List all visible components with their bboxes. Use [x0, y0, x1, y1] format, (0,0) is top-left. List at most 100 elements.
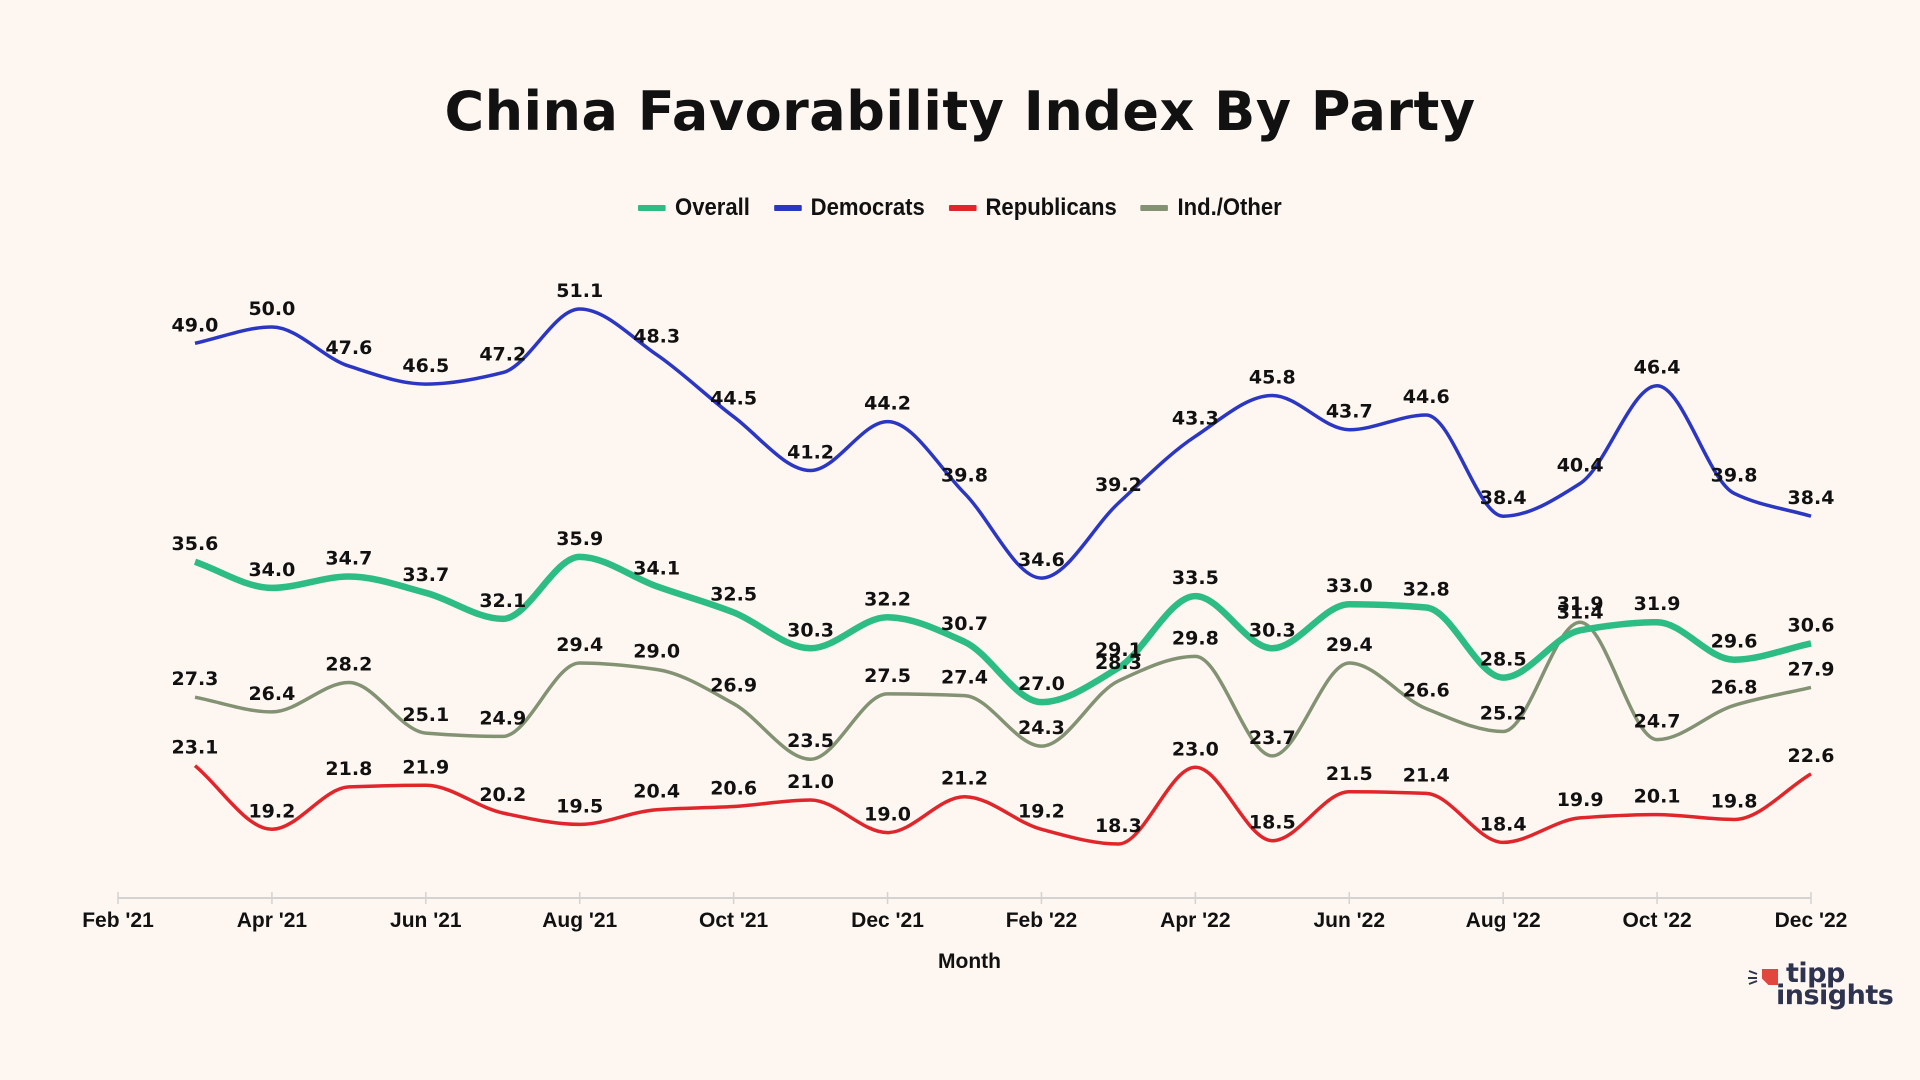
data-label: 30.6 — [1788, 614, 1835, 636]
data-label: 19.2 — [248, 800, 295, 822]
data-label: 29.0 — [633, 640, 680, 662]
data-label: 44.5 — [710, 388, 757, 410]
x-tick-label: Feb '21 — [82, 909, 154, 932]
data-label: 39.8 — [1711, 464, 1758, 486]
series-line-ind-other[interactable] — [194, 620, 1812, 761]
data-label: 20.2 — [479, 784, 526, 806]
legend-swatch-overall — [638, 205, 666, 211]
data-label: 30.7 — [941, 613, 988, 635]
data-label: 29.4 — [1326, 634, 1373, 656]
data-label: 35.9 — [556, 528, 603, 550]
data-label: 19.9 — [1557, 789, 1604, 811]
data-label: 18.5 — [1249, 812, 1296, 834]
series-lines — [193, 307, 1812, 846]
chart-title: China Favorability Index By Party — [444, 80, 1476, 143]
data-label: 31.9 — [1634, 593, 1681, 615]
data-label: 18.3 — [1095, 815, 1142, 837]
data-label: 49.0 — [172, 314, 219, 336]
data-label: 39.8 — [941, 464, 988, 486]
data-label: 24.3 — [1018, 717, 1065, 739]
x-tick-label: Jun '22 — [1314, 909, 1386, 932]
legend-swatch-ind-other — [1140, 205, 1169, 211]
data-label: 39.2 — [1095, 474, 1142, 496]
legend-item-overall[interactable]: Overall — [638, 194, 750, 222]
data-label: 23.0 — [1172, 738, 1219, 760]
data-label: 50.0 — [248, 298, 295, 320]
data-label: 34.7 — [325, 548, 372, 570]
data-label: 34.1 — [633, 557, 680, 579]
series-line-republicans[interactable] — [193, 764, 1812, 846]
data-label: 26.6 — [1403, 680, 1450, 702]
legend-item-ind-other[interactable]: Ind./Other — [1140, 194, 1282, 222]
data-labels: 35.6 34.0 34.7 33.7 32.1 35.9 34.1 32.5 30.3 32.2… — [172, 280, 1835, 837]
data-label: 38.4 — [1480, 487, 1527, 509]
data-label: 22.6 — [1788, 745, 1835, 767]
data-label: 33.0 — [1326, 575, 1373, 597]
data-label: 34.0 — [248, 559, 295, 581]
data-label: 23.1 — [172, 737, 219, 759]
data-label: 51.1 — [556, 280, 603, 302]
data-label: 40.4 — [1557, 455, 1604, 477]
data-label: 31.9 — [1557, 593, 1604, 615]
data-label: 46.5 — [402, 355, 449, 377]
legend-item-republicans[interactable]: Republicans — [948, 194, 1117, 222]
data-label: 21.5 — [1326, 763, 1373, 785]
data-label: 47.6 — [325, 337, 372, 359]
data-label: 24.7 — [1634, 711, 1681, 733]
data-label: 26.9 — [710, 675, 757, 697]
x-tick-label: Aug '21 — [542, 909, 617, 932]
data-label: 29.4 — [556, 634, 603, 656]
series-line-democrats[interactable] — [194, 307, 1812, 580]
data-label: 26.8 — [1711, 676, 1758, 698]
data-label: 43.3 — [1172, 407, 1219, 429]
data-label: 24.9 — [479, 707, 526, 729]
data-label: 34.6 — [1018, 549, 1065, 571]
data-label: 46.4 — [1634, 357, 1681, 379]
data-label: 43.7 — [1326, 401, 1373, 423]
x-axis: Feb '21 Apr '21 Jun '21 Aug '21 Oct '21 Dec '… — [82, 892, 1847, 932]
x-tick-label: Dec '22 — [1775, 909, 1848, 932]
x-tick-label: Oct '22 — [1622, 909, 1691, 932]
x-tick-label: Jun '21 — [390, 909, 462, 932]
data-label: 29.8 — [1172, 627, 1219, 649]
data-label: 32.1 — [479, 590, 526, 612]
data-label: 19.5 — [556, 795, 603, 817]
x-axis-title: Month — [938, 950, 1001, 973]
legend-label-ind-other: Ind./Other — [1177, 194, 1282, 221]
data-label: 31.4 — [1557, 601, 1604, 623]
data-label: 21.0 — [787, 771, 834, 793]
data-label: 26.4 — [248, 683, 295, 705]
series-line-overall[interactable] — [193, 553, 1812, 706]
logo-rays-icon — [1748, 970, 1758, 985]
data-label: 28.3 — [1095, 652, 1142, 674]
data-label: 27.5 — [864, 665, 911, 687]
data-label: 29.6 — [1711, 631, 1758, 653]
data-label: 27.3 — [172, 668, 219, 690]
data-label: 20.1 — [1634, 786, 1681, 808]
data-label: 38.4 — [1788, 487, 1835, 509]
data-label: 29.1 — [1095, 639, 1142, 661]
data-label: 30.3 — [787, 619, 834, 641]
tipp-insights-logo: tipp insights — [1748, 958, 1898, 1014]
logo-text-tipp: tipp — [1786, 958, 1845, 989]
data-label: 28.2 — [325, 654, 372, 676]
data-label: 21.9 — [402, 756, 449, 778]
data-label: 27.9 — [1788, 658, 1835, 680]
data-label: 32.8 — [1403, 579, 1450, 601]
data-label: 25.2 — [1480, 702, 1527, 724]
data-label: 19.8 — [1711, 791, 1758, 813]
data-label: 20.4 — [633, 781, 680, 803]
legend-item-democrats[interactable]: Democrats — [773, 194, 925, 222]
data-label: 32.5 — [710, 583, 757, 605]
x-tick-label: Dec '21 — [851, 909, 924, 932]
legend-label-overall: Overall — [675, 194, 750, 221]
data-label: 19.2 — [1018, 800, 1065, 822]
data-label: 35.6 — [172, 533, 219, 555]
data-label: 33.5 — [1172, 567, 1219, 589]
logo-mark-icon — [1762, 969, 1778, 985]
data-label: 28.5 — [1480, 649, 1527, 671]
legend-swatch-republicans — [948, 205, 977, 211]
logo-text-insights: insights — [1776, 980, 1894, 1011]
legend-swatch-democrats — [773, 205, 802, 211]
